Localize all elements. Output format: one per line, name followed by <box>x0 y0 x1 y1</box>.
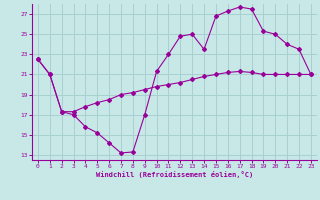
X-axis label: Windchill (Refroidissement éolien,°C): Windchill (Refroidissement éolien,°C) <box>96 171 253 178</box>
